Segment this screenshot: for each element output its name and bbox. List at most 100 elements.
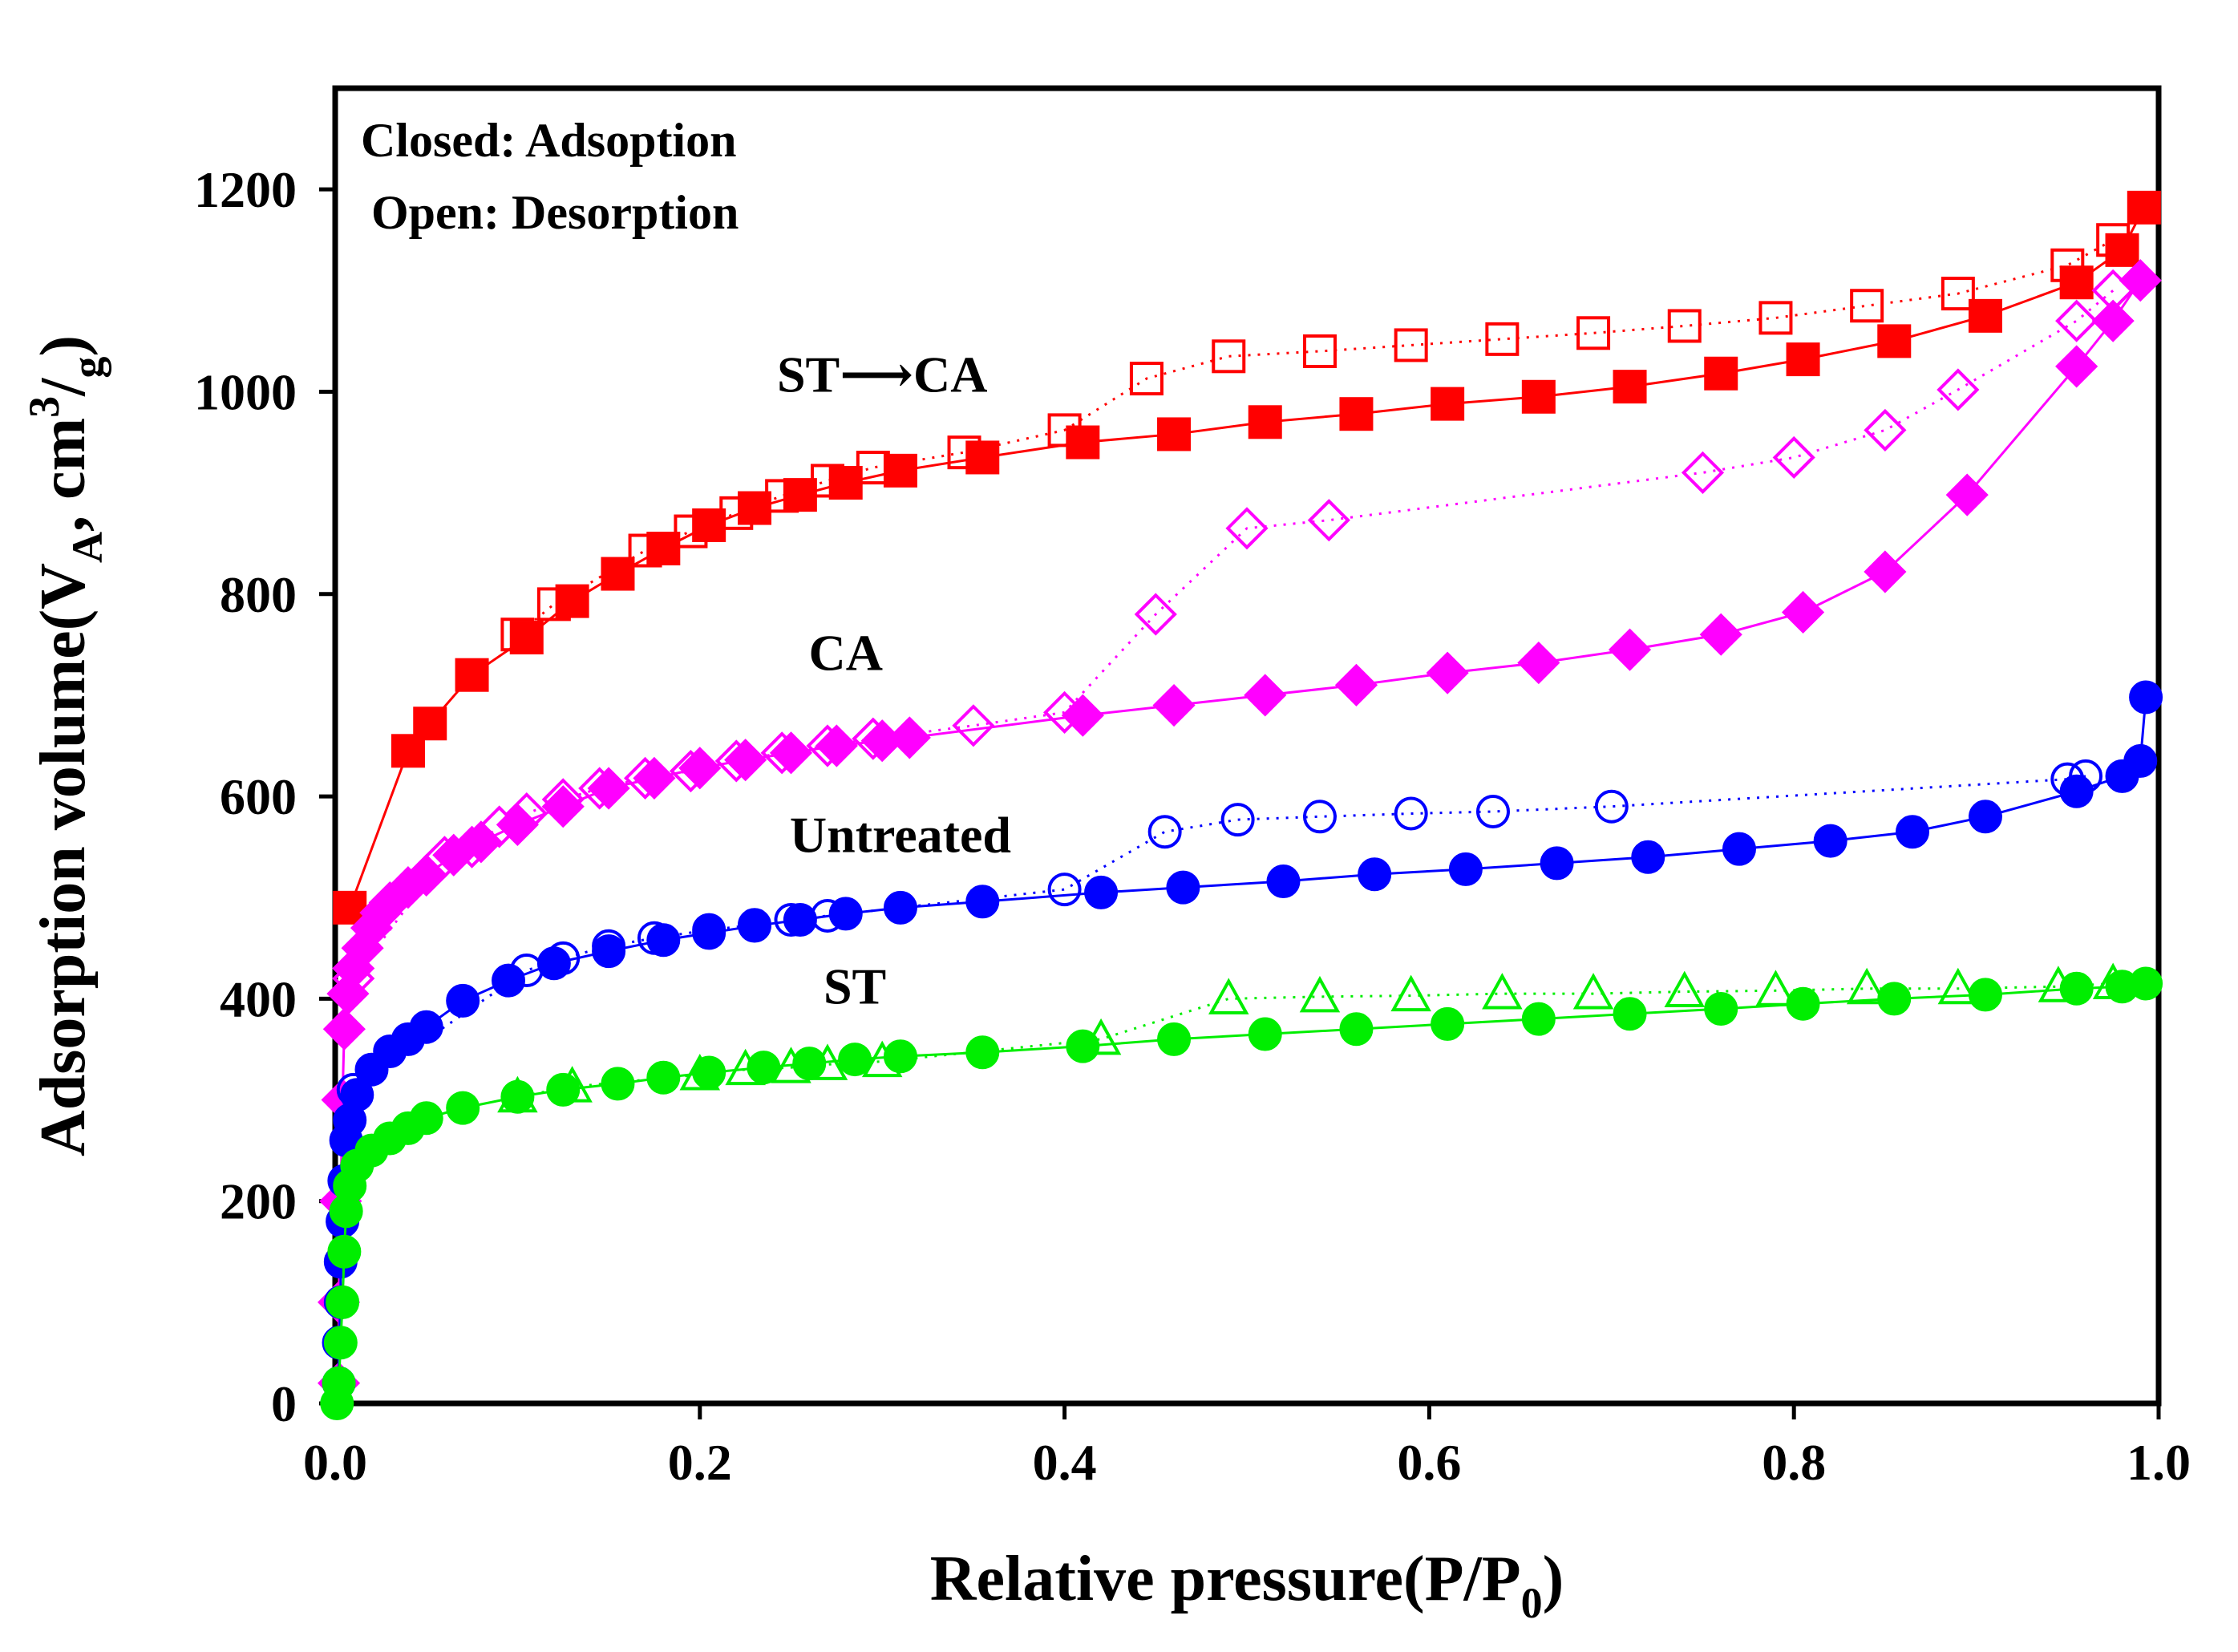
st-ca-desorption-point	[1850, 289, 1884, 323]
st-ca-adsorption-point	[828, 466, 863, 500]
ca-adsorption-point	[1152, 683, 1196, 727]
untreated-adsorption-point	[783, 902, 817, 937]
x-axis-title-sub: 0	[1521, 1579, 1543, 1627]
untreated-adsorption-point	[1266, 864, 1301, 899]
ca-adsorption-point	[888, 716, 931, 759]
st-ca-desorption-point	[1129, 362, 1164, 396]
st-adsorption-point	[1521, 1002, 1556, 1036]
untreated-desorption-point	[1394, 796, 1428, 831]
untreated-desorption-point	[1302, 800, 1337, 834]
untreated-adsorption-point	[1358, 857, 1392, 892]
y-tick-label: 600	[220, 768, 297, 825]
st-ca-adsorption-point	[1521, 379, 1556, 414]
st-adsorption-point	[1248, 1017, 1282, 1051]
st-desorption-point	[1299, 975, 1341, 1013]
untreated-adsorption-point	[446, 983, 480, 1018]
st-adsorption-point	[546, 1072, 581, 1107]
st-ca-adsorption-point	[1339, 397, 1374, 431]
untreated-adsorption-point	[883, 890, 917, 925]
st-ca-adsorption-point	[509, 621, 544, 655]
x-tick-label: 0.6	[1397, 1434, 1461, 1491]
untreated-desorption-point	[1047, 873, 1082, 907]
x-tick-label: 0.4	[1033, 1434, 1097, 1491]
ca-adsorption-point	[541, 785, 585, 828]
st-adsorption-point	[1786, 986, 1820, 1021]
st-adsorption-point	[965, 1035, 1000, 1070]
series-label-st: ST	[824, 958, 886, 1015]
st-ca-adsorption-point	[2105, 233, 2139, 267]
y-axis-title: Adsorption volume(VA, cm3/g)	[20, 335, 111, 1156]
untreated-adsorption-point	[2123, 743, 2158, 778]
untreated-adsorption-point	[738, 909, 772, 943]
st-adsorption-point	[327, 1234, 362, 1269]
st-desorption-point	[1846, 967, 1888, 1005]
ca-adsorption-point	[724, 739, 767, 782]
series-ca	[317, 259, 2162, 1405]
y-tick-label: 0	[271, 1375, 297, 1432]
untreated-adsorption-point	[1540, 846, 1574, 881]
st-ca-adsorption-point	[965, 440, 1000, 475]
ca-adsorption-point	[678, 747, 722, 790]
st-ca-desorption-point	[1302, 334, 1337, 368]
ca-adsorption-point	[2091, 299, 2135, 342]
ca-adsorption-point	[1781, 590, 1825, 634]
st-desorption-point	[1937, 967, 1979, 1005]
st-ca-adsorption-point	[333, 890, 367, 925]
st-ca-desorption-point	[1667, 309, 1702, 343]
untreated-adsorption-point	[536, 946, 571, 981]
x-tick-label: 1.0	[2127, 1434, 2191, 1491]
st-ca-adsorption-point	[1066, 425, 1100, 460]
ca-adsorption-point	[1334, 663, 1378, 707]
y-tick-label: 400	[220, 970, 297, 1027]
untreated-adsorption-point	[1166, 870, 1200, 905]
y-tick-label: 1200	[194, 161, 297, 218]
st-desorption-point	[1755, 970, 1796, 1006]
st-adsorption-point	[838, 1043, 872, 1077]
ca-desorption-line	[352, 290, 2115, 980]
untreated-adsorption-point	[592, 934, 626, 969]
st-ca-desorption-point	[1941, 277, 1975, 311]
st-ca-adsorption-point	[2127, 190, 2161, 225]
ca-adsorption-point	[1608, 628, 1652, 671]
ca-adsorption-point	[815, 724, 858, 767]
st-ca-adsorption-point	[413, 707, 447, 741]
ca-adsorption-point	[405, 853, 448, 897]
untreated-adsorption-point	[828, 897, 863, 931]
st-adsorption-point	[1877, 982, 1912, 1016]
st-ca-adsorption-point	[1248, 405, 1282, 439]
ca-adsorption-line	[338, 279, 2142, 1383]
ca-desorption-point	[952, 704, 995, 747]
untreated-adsorption-point	[1722, 832, 1756, 866]
untreated-adsorption-point	[965, 885, 1000, 919]
st-ca-adsorption-point	[692, 508, 726, 542]
st-adsorption-point	[323, 1326, 358, 1360]
ca-adsorption-point	[1699, 613, 1742, 656]
st-ca-adsorption-point	[1968, 298, 2002, 333]
st-adsorption-point	[883, 1039, 917, 1074]
legend-note-open: Open: Desorption	[371, 186, 739, 239]
ca-adsorption-point	[587, 767, 630, 810]
st-adsorption-point	[646, 1060, 681, 1095]
ca-desorption-point	[1772, 435, 1815, 480]
untreated-adsorption-point	[340, 1078, 374, 1112]
untreated-adsorption-point	[1813, 824, 1847, 858]
untreated-adsorption-point	[492, 963, 526, 998]
ca-desorption-point	[2055, 299, 2098, 342]
st-ca-adsorption-point	[1431, 387, 1465, 421]
st-adsorption-point	[1968, 978, 2002, 1012]
untreated-adsorption-point	[646, 923, 681, 958]
legend-note-closed: Closed: Adsoption	[361, 114, 736, 167]
untreated-adsorption-point	[1448, 852, 1483, 886]
untreated-adsorption-point	[692, 916, 726, 950]
st-adsorption-point	[322, 1366, 356, 1400]
ca-adsorption-point	[2119, 259, 2162, 302]
ca-adsorption-point	[1061, 694, 1104, 737]
ca-adsorption-point	[432, 833, 476, 877]
ca-adsorption-point	[2055, 345, 2098, 388]
ca-adsorption-point	[1945, 473, 1989, 516]
ca-adsorption-point	[769, 731, 813, 775]
x-tick-label: 0.2	[668, 1434, 732, 1491]
untreated-desorption-point	[1147, 815, 1182, 849]
ca-desorption-point	[1225, 507, 1269, 550]
st-ca-adsorption-point	[883, 453, 917, 488]
